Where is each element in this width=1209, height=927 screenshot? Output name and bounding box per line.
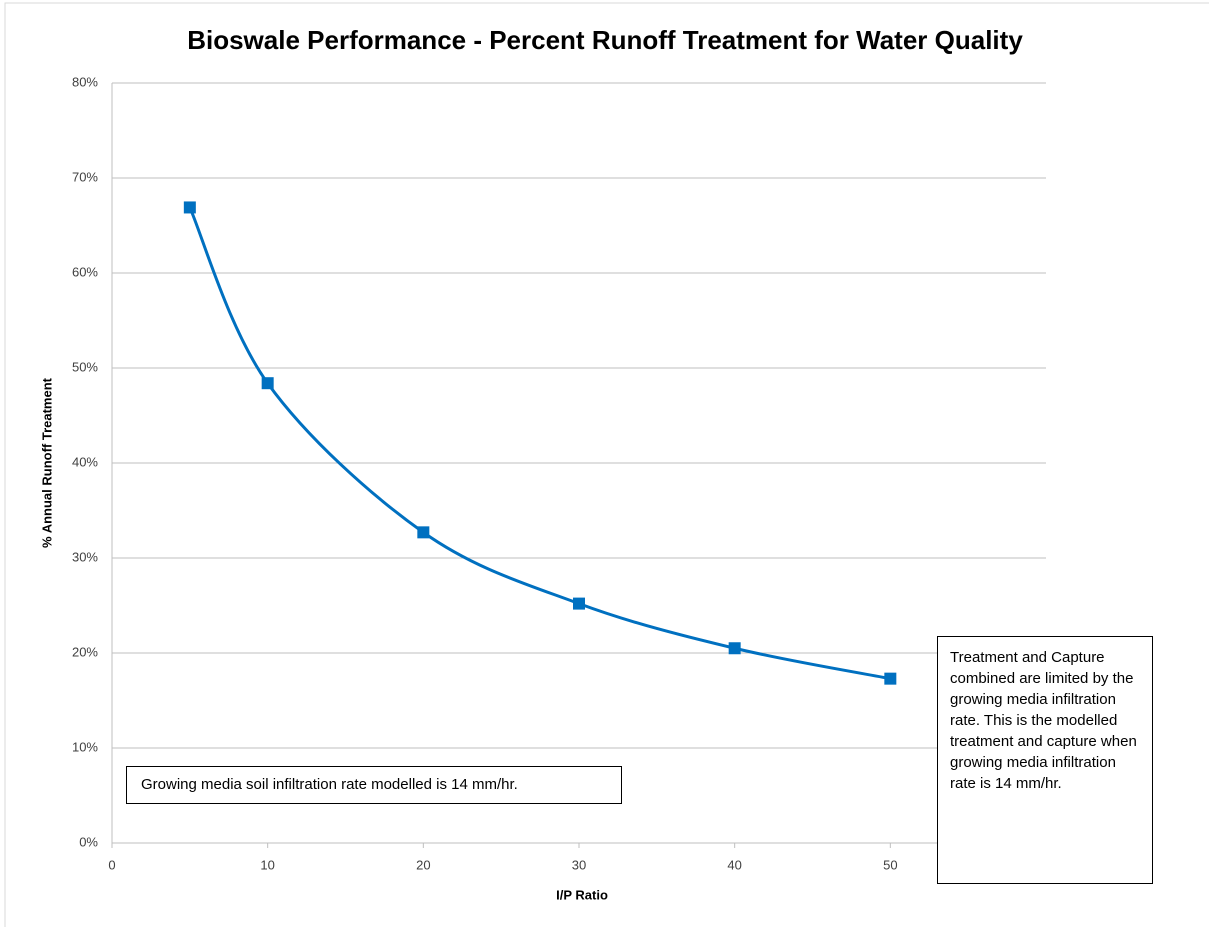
y-tick-label: 70% — [72, 169, 98, 184]
x-tick-label: 20 — [416, 857, 430, 872]
y-tick-label: 80% — [72, 74, 98, 89]
y-tick-label: 50% — [72, 359, 98, 374]
y-tick-label: 10% — [72, 739, 98, 754]
annotation: Growing media soil infiltration rate mod… — [126, 766, 622, 804]
y-tick-label: 0% — [79, 834, 98, 849]
y-tick-label: 20% — [72, 644, 98, 659]
y-tick-label: 30% — [72, 549, 98, 564]
data-point — [417, 526, 430, 539]
x-tick-label: 40 — [727, 857, 741, 872]
x-tick-label: 30 — [572, 857, 586, 872]
chart-border — [4, 2, 1209, 927]
annotation: Treatment and Capture combined are limit… — [937, 636, 1153, 884]
chart-title: Bioswale Performance - Percent Runoff Tr… — [187, 25, 1023, 55]
x-tick-label: 10 — [260, 857, 274, 872]
y-axis-title: % Annual Runoff Treatment — [39, 377, 54, 548]
data-point — [884, 672, 897, 685]
data-point — [573, 597, 585, 610]
y-tick-label: 60% — [72, 264, 98, 279]
x-axis-title: I/P Ratio — [556, 887, 608, 902]
x-tick-label: 0 — [108, 857, 115, 872]
data-point — [183, 201, 196, 214]
y-tick-label: 40% — [72, 454, 98, 469]
x-tick-label: 50 — [883, 857, 897, 872]
series-line — [188, 206, 891, 681]
data-point — [261, 377, 274, 390]
data-point — [728, 642, 741, 655]
